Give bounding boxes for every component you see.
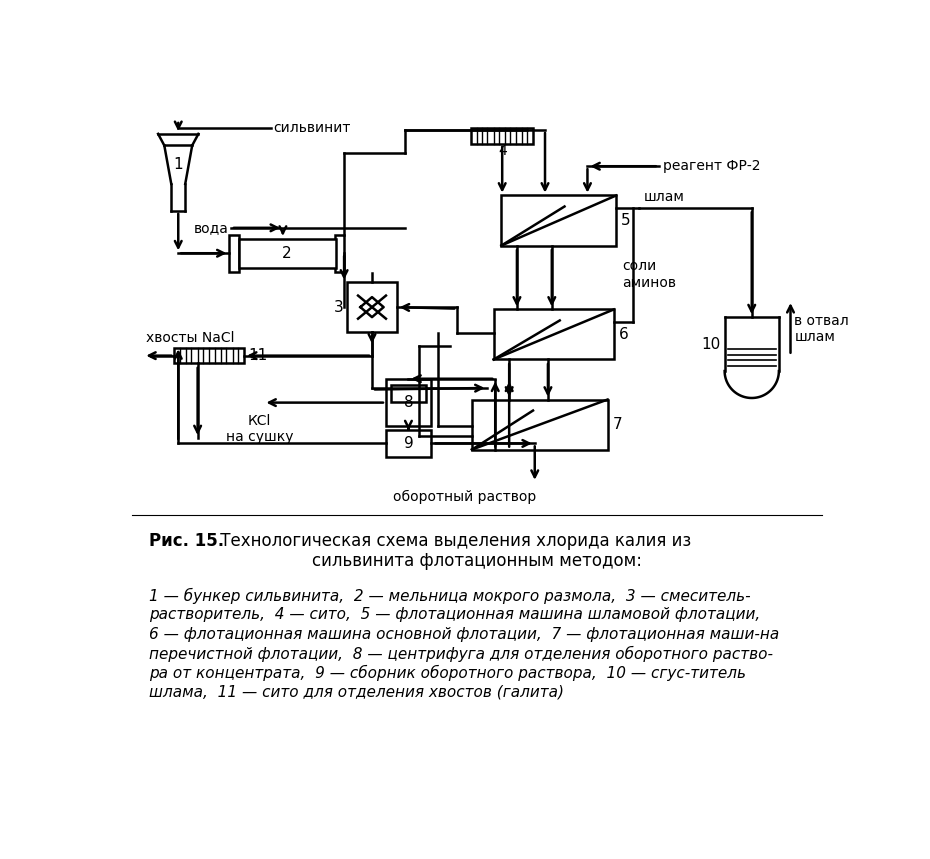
- Text: перечистной флотации,  8 — центрифуга для отделения оборотного раство-: перечистной флотации, 8 — центрифуга для…: [149, 646, 773, 662]
- Bar: [335, 235, 344, 271]
- Bar: [386, 430, 431, 457]
- Text: шлам: шлам: [644, 190, 684, 204]
- Text: растворитель,  4 — сито,  5 — флотационная машина шламовой флотации,: растворитель, 4 — сито, 5 — флотационная…: [149, 607, 760, 623]
- Text: сильвинита флотационным методом:: сильвинита флотационным методом:: [312, 552, 642, 570]
- Bar: [391, 385, 426, 402]
- Bar: [501, 196, 616, 246]
- Text: сильвинит: сильвинит: [272, 121, 351, 135]
- Text: 4: 4: [498, 143, 507, 158]
- Text: КСl
на сушку: КСl на сушку: [226, 414, 293, 444]
- Bar: [239, 239, 336, 268]
- Bar: [386, 379, 431, 426]
- Text: 1: 1: [173, 157, 183, 172]
- Text: 6: 6: [618, 326, 628, 342]
- Text: Рис. 15.: Рис. 15.: [149, 532, 224, 550]
- Text: 3: 3: [334, 300, 343, 314]
- Text: 11: 11: [248, 348, 268, 363]
- Text: хвосты NaCl: хвосты NaCl: [146, 331, 234, 345]
- Bar: [472, 399, 607, 449]
- Text: 5: 5: [621, 213, 631, 228]
- Text: Технологическая схема выделения хлорида калия из: Технологическая схема выделения хлорида …: [216, 532, 692, 550]
- Bar: [230, 235, 239, 271]
- Text: оборотный раствор: оборотный раствор: [393, 490, 537, 504]
- Text: 2: 2: [282, 246, 292, 261]
- Bar: [494, 309, 614, 359]
- Text: 1 — бункер сильвинита,  2 — мельница мокрого размола,  3 — смеситель-: 1 — бункер сильвинита, 2 — мельница мокр…: [149, 588, 751, 605]
- Text: 10: 10: [701, 337, 721, 351]
- Bar: [347, 283, 397, 332]
- Text: шлама,  11 — сито для отделения хвостов (галита): шлама, 11 — сито для отделения хвостов (…: [149, 685, 564, 699]
- Text: 7: 7: [612, 417, 622, 432]
- Bar: [472, 129, 533, 144]
- Text: ра от концентрата,  9 — сборник оборотного раствора,  10 — сгус-титель: ра от концентрата, 9 — сборник оборотног…: [149, 665, 746, 681]
- Bar: [175, 348, 244, 363]
- Text: 9: 9: [404, 436, 413, 451]
- Text: 8: 8: [404, 395, 413, 410]
- Text: 6 — флотационная машина основной флотации,  7 — флотационная маши-на: 6 — флотационная машина основной флотаци…: [149, 627, 779, 642]
- Text: вода: вода: [193, 221, 229, 235]
- Text: в отвал
шлам: в отвал шлам: [794, 314, 849, 344]
- Text: соли
аминов: соли аминов: [622, 259, 676, 289]
- Text: реагент ФР-2: реагент ФР-2: [662, 159, 760, 174]
